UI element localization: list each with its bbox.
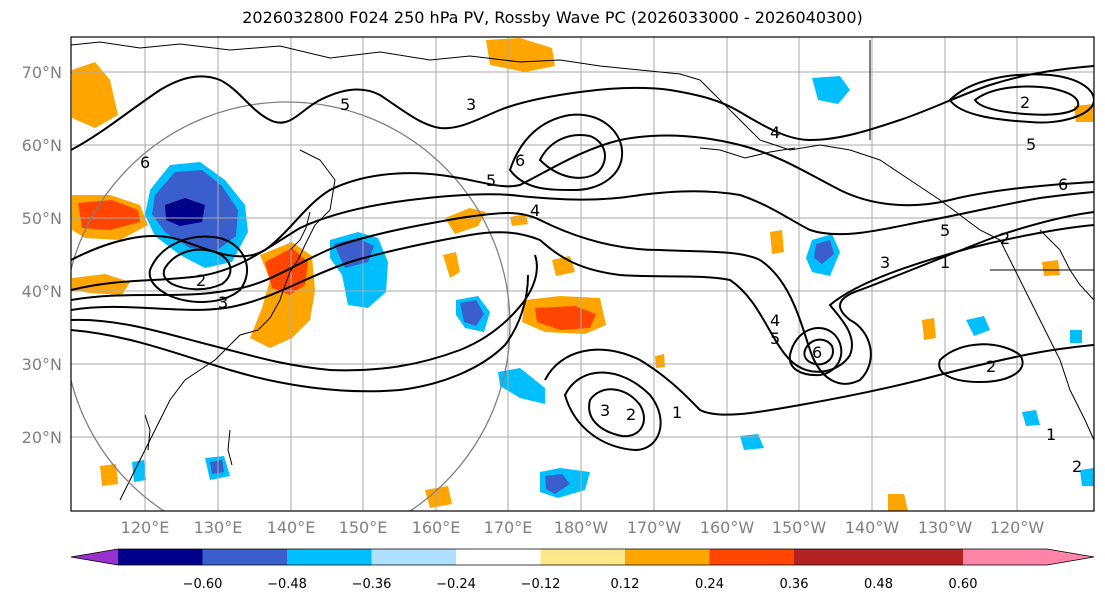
colorbar-segment — [456, 549, 541, 565]
colorbar-tick: −0.36 — [352, 577, 392, 592]
colorbar-segment — [202, 549, 287, 565]
pv-anomaly-shading — [72, 38, 1094, 511]
contour-label-2: 2 — [986, 357, 996, 376]
latitude-labels: 70°N 60°N 50°N 40°N 30°N 20°N — [22, 63, 62, 447]
lon-label: 160°W — [700, 518, 755, 537]
colorbar-tick: −0.60 — [183, 577, 223, 592]
map-frame — [70, 36, 1095, 512]
colorbar-segment — [371, 549, 456, 565]
contour-label-3: 3 — [466, 95, 476, 114]
contour-label-3: 3 — [218, 293, 228, 312]
colorbar-segment — [963, 549, 1047, 565]
lat-label: 70°N — [22, 63, 62, 82]
contour-label-5: 5 — [1026, 135, 1036, 154]
lon-label: 170°W — [627, 518, 682, 537]
lon-label: 130°E — [194, 518, 243, 537]
lon-label: 120°W — [990, 518, 1045, 537]
colorbar-segment — [709, 549, 794, 565]
colorbar-segment — [540, 549, 625, 565]
colorbar: −0.60 −0.48 −0.36 −0.24 −0.12 0.12 0.24 … — [70, 548, 1095, 592]
colorbar-tick: −0.48 — [267, 577, 307, 592]
lon-label: 160°E — [412, 518, 461, 537]
lon-label: 140°E — [267, 518, 316, 537]
colorbar-tick: −0.24 — [436, 577, 476, 592]
contour-label-5: 5 — [486, 171, 496, 190]
lat-label: 40°N — [22, 282, 62, 301]
pv-contours — [71, 65, 1094, 452]
contour-label-5: 5 — [770, 329, 780, 348]
contour-label-2: 2 — [626, 405, 636, 424]
contour-label-5: 5 — [940, 221, 950, 240]
lat-label: 30°N — [22, 355, 62, 374]
lon-label: 130°W — [918, 518, 973, 537]
map-background — [71, 37, 1094, 511]
graticule — [71, 37, 1094, 511]
colorbar-segment — [118, 549, 203, 565]
contour-label-2: 2 — [196, 271, 206, 290]
contour-label-2: 2 — [1000, 229, 1010, 248]
colorbar-segment — [794, 549, 879, 565]
colorbar-tick: 0.36 — [780, 577, 809, 592]
lat-label: 20°N — [22, 428, 62, 447]
contour-label-1: 1 — [940, 253, 950, 272]
contour-label-4: 4 — [770, 123, 780, 142]
colorbar-segment — [287, 549, 372, 565]
lon-label: 150°W — [772, 518, 827, 537]
contour-label-1: 1 — [672, 403, 682, 422]
colorbar-tick: 0.60 — [949, 577, 978, 592]
colorbar-tick: −0.12 — [521, 577, 561, 592]
lon-label: 180°W — [554, 518, 609, 537]
contour-label-3: 3 — [880, 253, 890, 272]
lon-label: 140°W — [845, 518, 900, 537]
contour-label-2: 2 — [1072, 457, 1082, 476]
contour-label-4: 4 — [530, 201, 540, 220]
contour-value-labels: 1 1 1 2 2 2 2 2 2 3 3 3 3 4 4 4 5 5 5 5 … — [140, 93, 1082, 476]
lon-label: 120°E — [121, 518, 170, 537]
contour-label-2: 2 — [1020, 93, 1030, 112]
longitude-labels: 120°E 130°E 140°E 150°E 160°E 170°E 180°… — [121, 518, 1045, 537]
lat-label: 50°N — [22, 209, 62, 228]
colorbar-segment — [625, 549, 710, 565]
contour-label-6: 6 — [140, 153, 150, 172]
contour-label-5: 5 — [340, 95, 350, 114]
lat-label: 60°N — [22, 136, 62, 155]
colorbar-segment — [878, 549, 963, 565]
contour-label-6: 6 — [812, 343, 822, 362]
contour-label-6: 6 — [1058, 175, 1068, 194]
map-title: 2026032800 F024 250 hPa PV, Rossby Wave … — [242, 8, 863, 27]
contour-label-1: 1 — [1046, 425, 1056, 444]
contour-label-6: 6 — [515, 151, 525, 170]
colorbar-extend-high — [1047, 549, 1094, 565]
contour-label-3: 3 — [600, 401, 610, 420]
influence-circle — [71, 101, 511, 511]
colorbar-tick: 0.12 — [611, 577, 640, 592]
contour-label-4: 4 — [770, 311, 780, 330]
colorbar-extend-low — [71, 549, 118, 565]
lon-label: 150°E — [339, 518, 388, 537]
colorbar-tick: 0.24 — [695, 577, 724, 592]
lon-label: 170°E — [484, 518, 533, 537]
colorbar-tick: 0.48 — [864, 577, 893, 592]
